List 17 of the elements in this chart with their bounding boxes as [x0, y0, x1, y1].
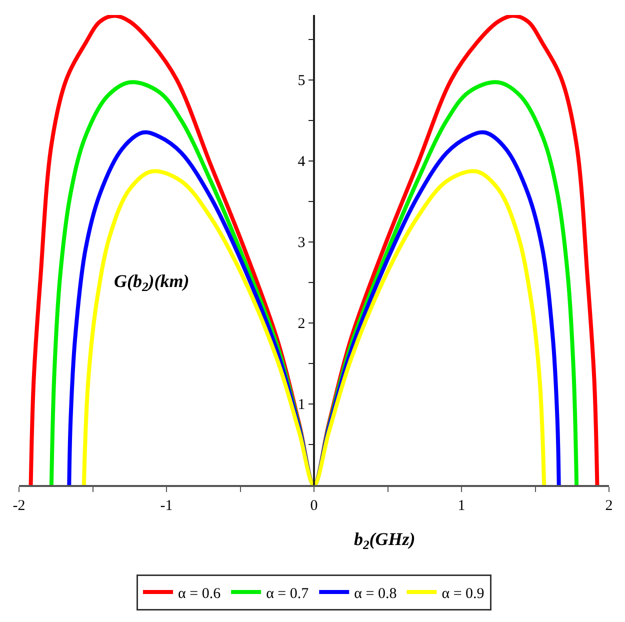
legend-label: α = 0.8 [354, 586, 397, 602]
x-axis-title: b$_{2}$(GHz) [354, 529, 416, 552]
y-axis-title: G(b$_{2}$)(km) [114, 271, 190, 294]
legend-label: α = 0.9 [442, 586, 484, 602]
y-tick-label: 5 [298, 73, 306, 90]
legend-label: α = 0.7 [266, 586, 310, 602]
x-tick-label: -2 [12, 498, 26, 514]
line-series [82, 169, 546, 485]
legend-label: α = 0.6 [178, 586, 222, 602]
x-tick-label: 2 [605, 498, 613, 514]
y-tick-label: 2 [298, 316, 306, 332]
x-tick-label: 1 [458, 498, 466, 514]
y-tick-label: 3 [298, 235, 306, 252]
x-tick-label: 0 [310, 498, 318, 514]
x-tick-label: -1 [160, 498, 173, 514]
y-tick-label: 4 [298, 154, 306, 170]
y-tick-label: 1 [298, 397, 306, 414]
